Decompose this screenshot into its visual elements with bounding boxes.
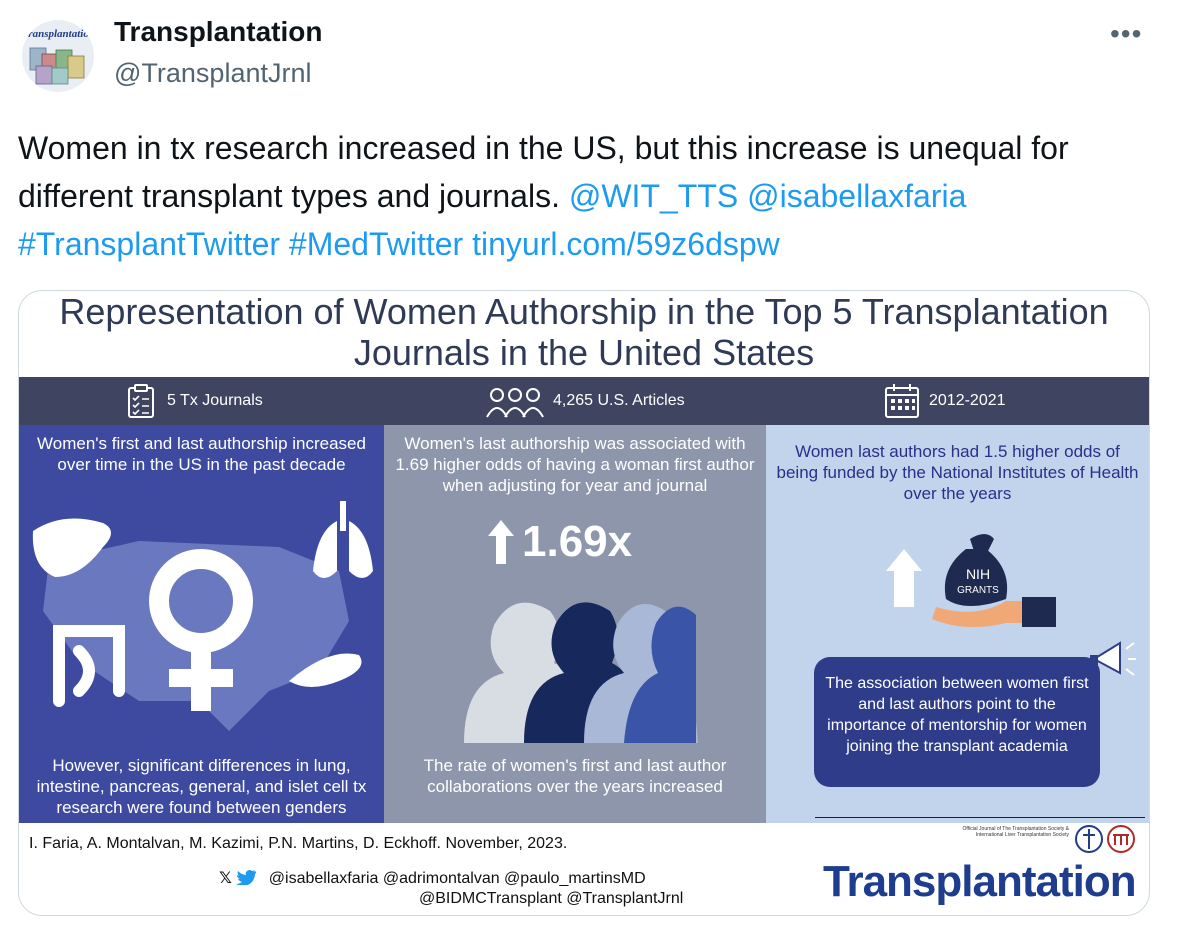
calendar-icon: [885, 384, 919, 418]
handles-line2: @BIDMCTransplant @TransplantJrnl: [419, 890, 684, 907]
tweet-link[interactable]: tinyurl.com/59z6dspw: [472, 226, 780, 262]
infographic-image[interactable]: Representation of Women Authorship in th…: [18, 290, 1150, 916]
panel-first-author-odds: Women's last authorship was associated w…: [384, 425, 766, 823]
twitter-bird-icon: [236, 870, 258, 887]
stat-years-label: 2012-2021: [929, 392, 1006, 409]
us-map-organs-illustration: [32, 501, 373, 731]
tweet-text: Women in tx research increased in the US…: [18, 124, 1138, 268]
journal-society-note: Official Journal of The Transplantation …: [962, 826, 1069, 838]
arrow-up-icon: [886, 549, 922, 607]
infographic-title-line1: Representation of Women Authorship in th…: [59, 291, 1109, 332]
avatar[interactable]: Transplantation: [22, 20, 94, 92]
footer-divider: [815, 817, 1145, 818]
megaphone-icon: [1090, 641, 1136, 676]
women-silhouettes-illustration: [464, 602, 698, 743]
society-seals-logo: [1075, 825, 1135, 853]
x-logo-icon: 𝕏: [219, 870, 232, 887]
panel1-top-text: Women's first and last authorship increa…: [37, 434, 366, 474]
clipboard-icon: [128, 384, 154, 418]
panel-nih-funding: Women last authors had 1.5 higher odds o…: [766, 425, 1149, 823]
handles-line1: @isabellaxfaria @adrimontalvan @paulo_ma…: [268, 870, 646, 887]
avatar-logo-text: Transplantation: [22, 28, 94, 40]
infographic-title: Representation of Women Authorship in th…: [19, 291, 1149, 373]
journal-covers-image: [29, 47, 85, 85]
infographic-title-line2: Journals in the United States: [353, 332, 815, 373]
big-stat-value: 1.69x: [522, 517, 633, 566]
stat-articles: 4,265 U.S. Articles: [485, 377, 685, 425]
stat-articles-label: 4,265 U.S. Articles: [553, 392, 685, 409]
panel3-top-text: Women last authors had 1.5 higher odds o…: [776, 442, 1139, 503]
hashtag-transplanttwitter[interactable]: #TransplantTwitter: [18, 226, 281, 262]
social-icons: 𝕏: [219, 869, 258, 889]
account-name[interactable]: Transplantation: [114, 16, 323, 47]
tweet-body: Women in tx research increased in the US…: [18, 130, 1069, 214]
more-options-button[interactable]: •••: [1110, 18, 1143, 49]
nih-grants-bag-illustration: NIH GRANTS: [886, 534, 1056, 628]
stat-journals: 5 Tx Journals: [123, 377, 263, 425]
account-handle[interactable]: @TransplantJrnl: [114, 58, 312, 88]
panel-authorship-increase: Women's first and last authorship increa…: [19, 425, 384, 823]
panel2-bottom-text: The rate of women's first and last autho…: [423, 756, 727, 796]
arrow-up-icon: [488, 520, 514, 564]
mention-isabellaxfaria[interactable]: @isabellaxfaria: [747, 178, 967, 214]
panel1-bottom-text: However, significant differences in lung…: [36, 756, 367, 817]
authors-credit: I. Faria, A. Montalvan, M. Kazimi, P.N. …: [29, 835, 568, 852]
stats-band: 5 Tx Journals 4,265 U.S. Articles: [19, 377, 1149, 425]
mentorship-callout: The association between women first and …: [814, 657, 1100, 787]
panel2-top-text: Women's last authorship was associated w…: [395, 434, 755, 495]
stat-years: 2012-2021: [883, 377, 1006, 425]
stat-journals-label: 5 Tx Journals: [167, 392, 263, 409]
author-handles: 𝕏 @isabellaxfaria @adrimontalvan @paulo_…: [219, 869, 683, 909]
people-icon: [486, 388, 544, 418]
hashtag-medtwitter[interactable]: #MedTwitter: [288, 226, 464, 262]
mention-wit-tts[interactable]: @WIT_TTS: [568, 178, 739, 214]
bag-label-nih: NIH: [966, 566, 990, 582]
big-stat: 1.69x: [488, 517, 632, 567]
journal-logo: Transplantation: [823, 857, 1137, 906]
bag-label-grants: GRANTS: [957, 585, 999, 596]
